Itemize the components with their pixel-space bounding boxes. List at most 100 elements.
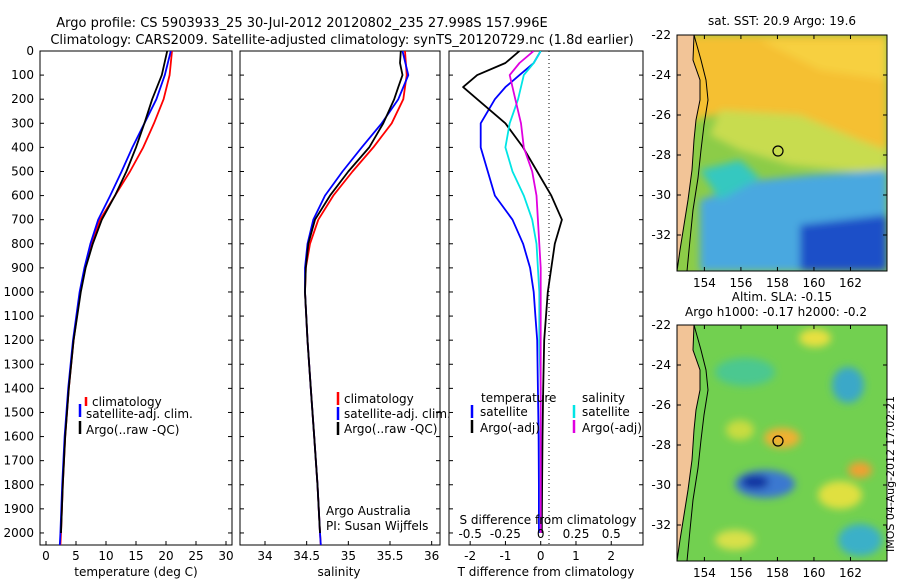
lon-tick-label: 160 [803, 566, 826, 580]
x-tick-label: 10 [98, 549, 113, 563]
sla-high-patch [799, 329, 831, 347]
x-tick-label: 20 [158, 549, 173, 563]
sst-map-frame [676, 34, 888, 272]
depth-tick-label: 200 [11, 92, 34, 106]
depth-tick-label: 1400 [3, 381, 34, 395]
depth-tick-label: 2000 [3, 526, 34, 540]
x-tick-label: 35 [341, 549, 356, 563]
lat-tick-label: -32 [651, 228, 671, 242]
sst-map-title: sat. SST: 20.9 Argo: 19.6 [708, 14, 856, 28]
depth-tick-label: 400 [11, 140, 34, 154]
x-tick-label: 1 [572, 549, 580, 563]
salinity-diff-tick-label: -0.5 [458, 527, 481, 541]
imos-watermark: IMOS 04-Aug-2012 17:02:21 [884, 396, 897, 552]
difference-x-axis: -2 -1 0 1 2 [464, 541, 615, 563]
sla-south-core [848, 462, 872, 478]
lon-tick-label: 160 [803, 276, 826, 290]
salinity-series [304, 51, 410, 545]
depth-tick-label: 700 [11, 213, 34, 227]
depth-tick-label: 1300 [3, 357, 34, 371]
depth-tick-label: 1100 [3, 309, 34, 323]
sla-south-high [818, 481, 862, 509]
legend-header-salinity: salinity [582, 391, 625, 405]
depth-tick-label: 900 [11, 261, 34, 275]
salinity-diff-label: S difference from climatology [460, 513, 637, 527]
legend-label-climatology: climatology [92, 395, 162, 409]
sst-map-panel: sat. SST: 20.9 Argo: 19.6 -22 -24 -26 -28 -3… [651, 14, 888, 290]
salinity-depth-ticks [240, 50, 440, 534]
x-tick-label: 30 [218, 549, 233, 563]
lon-tick-label: 162 [839, 566, 862, 580]
depth-tick-label: 800 [11, 237, 34, 251]
sla-map-panel: Altim. SLA: -0.15 Argo h1000: -0.17 h200… [651, 290, 888, 580]
lat-tick-label: -32 [651, 518, 671, 532]
x-tick-label: 0 [537, 549, 545, 563]
series-line-s-argo-adj- [508, 51, 542, 533]
sla-low-patch [832, 367, 864, 403]
lat-tick-label: -28 [651, 438, 671, 452]
lon-tick-label: 162 [839, 276, 862, 290]
lon-tick-label: 154 [693, 566, 716, 580]
sla-heatmap [677, 325, 887, 561]
salinity-axes-box [239, 50, 441, 546]
legend-label-climatology: climatology [344, 392, 414, 406]
sla-southwest-high [715, 530, 755, 550]
depth-tick-label: 0 [26, 44, 34, 58]
lat-tick-label: -22 [651, 318, 671, 332]
sst-lat-axis: -22 -24 -26 -28 -30 -32 [651, 28, 887, 242]
lat-tick-label: -26 [651, 108, 671, 122]
temperature-xlabel: temperature (deg C) [74, 565, 197, 579]
lat-tick-label: -30 [651, 478, 671, 492]
depth-tick-label: 100 [11, 68, 34, 82]
sla-lat-axis: -22 -24 -26 -28 -30 -32 [651, 318, 887, 532]
x-tick-label: -2 [464, 549, 476, 563]
lon-tick-label: 158 [766, 276, 789, 290]
depth-tick-label: 1200 [3, 333, 34, 347]
sst-lon-axis: 154 156 158 160 162 [693, 35, 862, 290]
sla-eddy-core [741, 475, 769, 489]
salinity-legend: climatology satellite-adj. clim. Argo(..… [336, 392, 451, 436]
series-line-t-argo-adj- [462, 51, 563, 534]
salinity-diff-tick-label: 0.5 [602, 527, 621, 541]
legend-label-argo: Argo(..raw -QC) [344, 422, 437, 436]
argo-float-marker [772, 435, 784, 447]
legend-header-temperature: temperature [481, 391, 556, 405]
figure-title-line1: Argo profile: CS 5903933_25 30-Jul-2012 … [56, 16, 547, 31]
salinity-diff-tick-label: 0 [537, 527, 545, 541]
depth-tick-label: 1900 [3, 502, 34, 516]
depth-tick-label: 1700 [3, 454, 34, 468]
lon-tick-label: 154 [693, 276, 716, 290]
sla-map-title1: Altim. SLA: -0.15 [732, 290, 832, 304]
figure-title-line2: Climatology: CARS2009. Satellite-adjuste… [50, 33, 633, 48]
lat-tick-label: -24 [651, 68, 671, 82]
legend-label-s-satellite: satellite [582, 405, 630, 419]
salinity-diff-scale: -0.5 -0.25 0 0.25 0.5 [458, 527, 620, 541]
sst-transition-band [710, 110, 887, 175]
sla-ridge [726, 420, 754, 440]
lat-tick-label: -22 [651, 28, 671, 42]
depth-axis: 0 100 200 300 400 500 600 700 800 900 1000 1100 1200… [3, 44, 232, 540]
sst-warm-patch [760, 40, 887, 80]
lat-tick-label: -26 [651, 398, 671, 412]
lat-tick-label: -24 [651, 358, 671, 372]
sst-front-patch [700, 160, 760, 200]
difference-xlabel: T difference from climatology [457, 565, 635, 579]
shelf-contour [686, 35, 709, 271]
sst-cold-region [800, 215, 887, 271]
x-tick-label: 2 [607, 549, 615, 563]
x-tick-label: 34.5 [293, 549, 320, 563]
sla-map-frame [676, 324, 888, 562]
credit-pi: PI: Susan Wijffels [326, 519, 428, 533]
sla-map-title2: Argo h1000: -0.17 h2000: -0.2 [685, 305, 867, 319]
sla-south-low [838, 524, 882, 556]
australia-coast [677, 325, 701, 561]
temperature-panel: 0100200300400500600700800900100011001200… [3, 44, 233, 579]
temperature-x-axis: 0 5 10 15 20 25 30 [42, 541, 234, 563]
lon-tick-label: 156 [729, 566, 752, 580]
sla-patch [715, 358, 775, 386]
difference-depth-ticks [449, 50, 643, 534]
temperature-axes-box [39, 50, 233, 546]
sla-lon-axis: 154 156 158 160 162 [693, 325, 862, 580]
x-tick-label: 36 [424, 549, 439, 563]
